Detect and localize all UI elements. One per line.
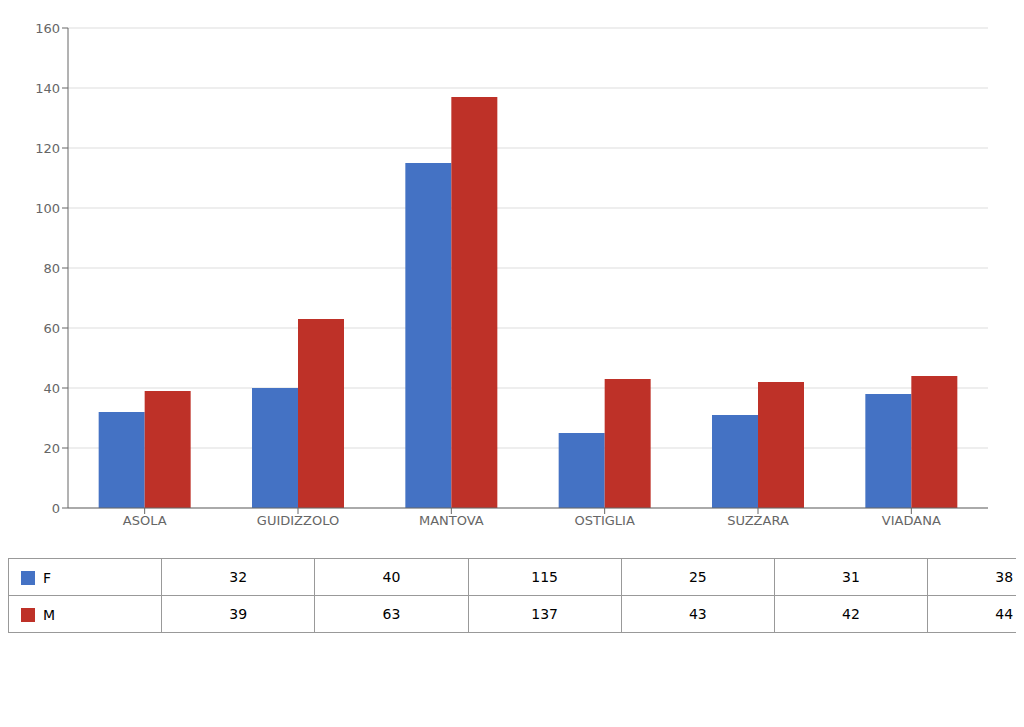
html-text:40: 40 bbox=[382, 569, 401, 585]
svg-text:40: 40 bbox=[43, 381, 60, 396]
html-text:39: 39 bbox=[229, 606, 248, 622]
html-text:137: 137 bbox=[531, 606, 558, 622]
svg-text:GUIDIZZOLO: GUIDIZZOLO bbox=[257, 513, 339, 528]
html-text:31: 31 bbox=[842, 569, 860, 585]
svg-text:160: 160 bbox=[35, 21, 60, 36]
html-text:M: M bbox=[43, 606, 56, 623]
html-text:44: 44 bbox=[995, 606, 1014, 622]
svg-text:MANTOVA: MANTOVA bbox=[419, 513, 484, 528]
html-text:32: 32 bbox=[229, 569, 248, 585]
svg-text:VIADANA: VIADANA bbox=[882, 513, 941, 528]
svg-text:SUZZARA: SUZZARA bbox=[727, 513, 789, 528]
html-text:43: 43 bbox=[688, 606, 707, 622]
svg-text:120: 120 bbox=[35, 141, 60, 156]
html-text:F: F bbox=[43, 569, 52, 586]
svg-text:100: 100 bbox=[35, 201, 60, 216]
svg-text:ASOLA: ASOLA bbox=[123, 513, 167, 528]
svg-text:0: 0 bbox=[52, 501, 60, 516]
html-text:115: 115 bbox=[531, 569, 558, 585]
svg-text:140: 140 bbox=[35, 81, 60, 96]
svg-text:OSTIGLIA: OSTIGLIA bbox=[575, 513, 635, 528]
svg-text:60: 60 bbox=[43, 321, 60, 336]
html-text:38: 38 bbox=[995, 569, 1014, 585]
html-text:63: 63 bbox=[382, 606, 401, 622]
svg-text:20: 20 bbox=[43, 441, 60, 456]
html-text:42: 42 bbox=[842, 606, 860, 622]
html-text:25: 25 bbox=[688, 569, 707, 585]
svg-text:80: 80 bbox=[43, 261, 60, 276]
